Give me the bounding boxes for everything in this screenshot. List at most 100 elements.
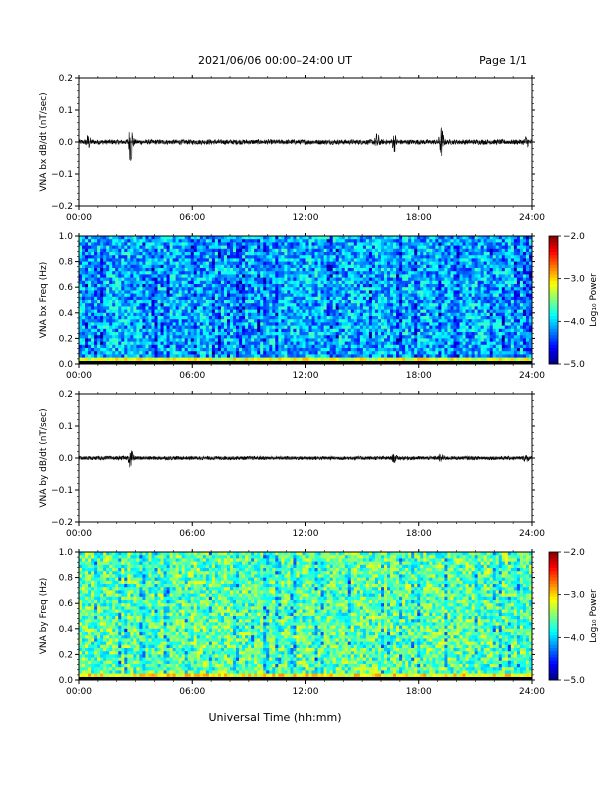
spectrogram-cell	[320, 264, 325, 269]
spectrogram-cell	[278, 312, 282, 317]
spectrogram-cell	[172, 316, 177, 320]
spectrogram-cell	[142, 280, 146, 285]
spectrogram-cell	[390, 239, 394, 243]
spectrogram-cell	[175, 255, 180, 259]
spectrogram-cell	[260, 357, 264, 362]
spectrogram-cell	[317, 261, 321, 266]
spectrogram-cell	[260, 351, 264, 355]
spectrogram-cell	[184, 280, 189, 285]
spectrogram-cell	[190, 344, 195, 349]
spectrogram-cell	[251, 332, 255, 336]
spectrogram-cell	[187, 277, 192, 282]
spectrogram-cell	[399, 303, 403, 307]
spectrogram-cell	[100, 303, 104, 307]
spectrogram-cell	[278, 335, 282, 339]
spectrogram-cell	[202, 248, 207, 253]
spectrogram-cell	[163, 284, 167, 288]
spectrogram-cell	[154, 312, 158, 317]
spectrogram-cell	[100, 248, 104, 253]
spectrogram-cell	[272, 287, 276, 291]
spectrogram-cell	[299, 271, 303, 275]
spectrogram-cell	[402, 290, 406, 294]
spectrogram-cell	[338, 274, 343, 278]
spectrogram-cell	[266, 338, 270, 342]
spectrogram-cell	[97, 338, 101, 342]
spectrogram-cell	[91, 303, 95, 307]
spectrogram-cell	[269, 328, 273, 333]
spectrogram-cell	[290, 316, 294, 320]
spectrogram-cell	[263, 236, 267, 240]
spectrogram-cell	[393, 341, 397, 346]
spectrogram-cell	[196, 236, 201, 240]
spectrogram-cell	[387, 293, 391, 298]
spectrogram-cell	[356, 316, 361, 320]
spectrogram-cell	[311, 332, 315, 336]
spectrogram-cell	[130, 335, 134, 339]
spectrogram-cell	[435, 255, 439, 259]
spectrogram-cell	[390, 248, 394, 253]
spectrogram-cell	[133, 293, 137, 298]
spectrogram-cell	[79, 236, 83, 240]
spectrogram-cell	[97, 258, 101, 262]
spectrogram-cell	[417, 242, 421, 246]
spectrogram-cell	[251, 284, 255, 288]
spectrogram-cell	[242, 303, 246, 307]
spectrogram-cell	[414, 348, 418, 352]
spectrogram-cell	[139, 287, 143, 291]
spectrogram-cell	[233, 242, 237, 246]
spectrogram-cell	[296, 316, 300, 320]
spectrogram-cell	[88, 296, 92, 301]
spectrogram-cell	[435, 293, 439, 298]
spectrogram-cell	[435, 328, 439, 333]
spectrogram-cell	[284, 248, 288, 253]
spectrogram-cell	[438, 319, 442, 323]
spectrogram-cell	[269, 348, 273, 352]
spectrogram-cell	[166, 239, 170, 243]
spectrogram-cell	[211, 271, 216, 275]
spectrogram-cell	[127, 277, 131, 282]
spectrogram-cell	[124, 338, 128, 342]
spectrogram-cell	[148, 271, 152, 275]
spectrogram-cell	[290, 296, 294, 301]
spectrogram-cell	[411, 303, 415, 307]
spectrogram-cell	[226, 344, 231, 349]
spectrogram-cell	[344, 332, 349, 336]
spectrogram-cell	[124, 312, 128, 317]
spectrogram-cell	[157, 312, 161, 317]
spectrogram-cell	[266, 306, 270, 310]
spectrogram-cell	[281, 354, 285, 358]
spectrogram-cell	[145, 338, 149, 342]
spectrogram-cell	[350, 280, 355, 285]
spectrogram-cell	[374, 319, 379, 323]
spectrogram-cell	[338, 284, 343, 288]
spectrogram-cell	[115, 255, 119, 259]
spectrogram-cell	[187, 319, 192, 323]
spectrogram-cell	[190, 261, 195, 266]
spectrogram-cell	[417, 271, 421, 275]
spectrogram-cell	[217, 271, 222, 275]
spectrogram-cell	[311, 268, 315, 272]
spectrogram-cell	[284, 280, 288, 285]
spectrogram-cell	[284, 357, 288, 362]
spectrogram-cell	[272, 357, 276, 362]
spectrogram-cell	[88, 335, 92, 339]
spectrogram-cell	[145, 354, 149, 358]
spectrogram-cell	[432, 268, 436, 272]
spectrogram-cell	[226, 319, 231, 323]
spectrogram-cell	[405, 341, 409, 346]
spectrogram-cell	[118, 354, 122, 358]
spectrogram-cell	[414, 268, 418, 272]
spectrogram-cell	[411, 290, 415, 294]
spectrogram-cell	[217, 338, 222, 342]
spectrogram-cell	[251, 306, 255, 310]
spectrogram-cell	[272, 290, 276, 294]
spectrogram-cell	[381, 268, 385, 272]
spectrogram-cell	[127, 280, 131, 285]
spectrogram-cell	[133, 303, 137, 307]
spectrogram-cell	[308, 312, 312, 317]
spectrogram-cell	[278, 309, 282, 314]
spectrogram-cell	[226, 312, 231, 317]
spectrogram-cell	[121, 325, 125, 330]
spectrogram-cell	[193, 300, 198, 304]
spectrogram-cell	[420, 271, 424, 275]
